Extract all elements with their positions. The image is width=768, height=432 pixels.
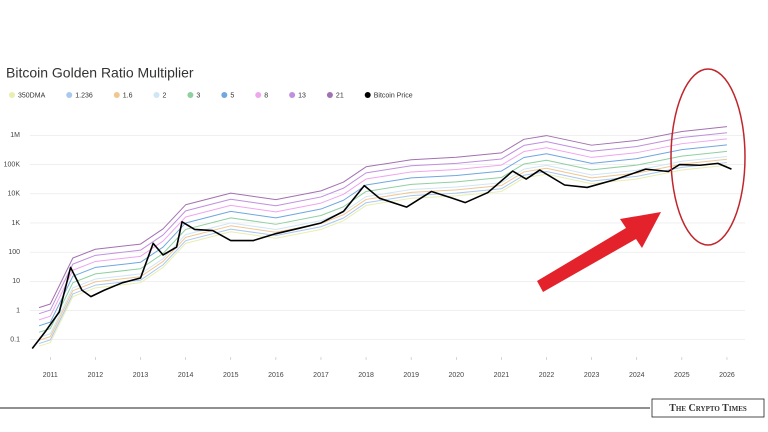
- watermark: The Crypto Times: [669, 403, 747, 414]
- legend-swatch: [187, 92, 194, 98]
- legend-label: 5: [230, 92, 234, 99]
- legend-swatch: [289, 92, 296, 98]
- arrow: [537, 212, 661, 292]
- x-tick-label: 2016: [268, 372, 284, 379]
- band-line: [38, 162, 728, 345]
- x-tick-label: 2021: [494, 372, 510, 379]
- legend-swatch: [9, 92, 15, 98]
- plot: [31, 126, 732, 350]
- legend-label: 350DMA: [18, 92, 46, 99]
- y-tick-label: 1: [16, 307, 20, 314]
- price-line: [31, 162, 732, 350]
- legend-label: Bitcoin Price: [374, 92, 413, 99]
- legend: 350DMA 1.236 1.6 2 3 5 8 13 21 Bitcoin Price: [9, 92, 413, 99]
- y-tick-label: 100K: [4, 161, 21, 168]
- y-tick-label: 100: [8, 249, 20, 256]
- legend-label: 2: [163, 92, 167, 99]
- logo-box: [651, 398, 765, 418]
- y-tick-label: 1K: [11, 220, 20, 227]
- y-tick-label: 1M: [10, 132, 20, 139]
- legend-swatch: [113, 92, 120, 98]
- legend-label: 1.236: [75, 92, 93, 99]
- x-tick-label: 2017: [313, 372, 329, 379]
- legend-swatch: [255, 92, 262, 98]
- band-line: [38, 158, 728, 341]
- x-tick-label: 2018: [358, 372, 374, 379]
- x-tick-label: 2023: [584, 372, 600, 379]
- legend-label: 13: [298, 92, 306, 99]
- y-tick-label: 0.1: [10, 337, 20, 344]
- band-line: [38, 164, 728, 347]
- legend-swatch: [221, 92, 228, 98]
- legend-swatch: [364, 92, 371, 98]
- legend-swatch: [153, 92, 160, 98]
- band-line: [38, 138, 728, 321]
- legend-swatch: [326, 92, 333, 98]
- x-tick-label: 2024: [629, 372, 645, 379]
- band-line: [38, 126, 728, 309]
- highlight-circle: [670, 68, 746, 246]
- x-tick-label: 2014: [178, 372, 194, 379]
- legend-label: 1.6: [123, 92, 133, 99]
- legend-swatch: [66, 92, 73, 98]
- legend-label: 3: [196, 92, 200, 99]
- x-tick-label: 2025: [674, 372, 690, 379]
- y-tick-label: 10K: [8, 191, 21, 198]
- axes: 0.1 1 10 100 1K 10K 100K 1M 2011 2012 2013 2014 2015…: [4, 132, 735, 379]
- band-line: [38, 150, 728, 333]
- x-tick-label: 2011: [43, 372, 58, 379]
- legend-label: 21: [336, 92, 344, 99]
- band-line: [38, 132, 728, 315]
- y-tick-label: 10: [12, 278, 20, 285]
- x-tick-label: 2012: [88, 372, 104, 379]
- x-tick-label: 2015: [223, 372, 239, 379]
- x-tick-label: 2026: [719, 372, 735, 379]
- x-tick-label: 2022: [539, 372, 555, 379]
- band-line: [38, 144, 728, 327]
- legend-label: 8: [264, 92, 268, 99]
- chart-title: Bitcoin Golden Ratio Multiplier: [6, 65, 194, 81]
- x-tick-label: 2020: [449, 372, 465, 379]
- x-tick-label: 2019: [403, 372, 419, 379]
- x-tick-label: 2013: [133, 372, 149, 379]
